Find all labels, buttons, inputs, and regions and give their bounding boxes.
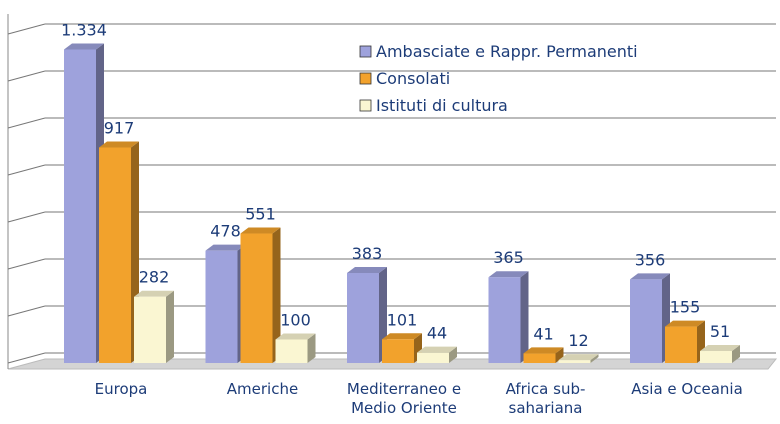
grid-line-side (7, 164, 46, 176)
value-label: 551 (245, 205, 276, 224)
grid-line-side (7, 211, 46, 223)
bar (134, 290, 174, 363)
value-label: 383 (352, 244, 383, 263)
grid-line-side (7, 352, 46, 364)
bar (630, 273, 670, 363)
bar-top (630, 273, 670, 280)
bar-front (523, 353, 556, 363)
bar (275, 333, 316, 363)
bar-side (520, 271, 529, 363)
bar-side (732, 345, 740, 363)
bar (64, 43, 104, 363)
value-label: 356 (635, 250, 666, 269)
legend-label: Consolati (376, 69, 450, 88)
grid-line (7, 23, 776, 35)
bar-side (590, 354, 599, 363)
bar-top (523, 347, 564, 354)
grid-line (7, 117, 776, 129)
bar-top (64, 43, 104, 50)
bar-front (665, 326, 697, 363)
bar-top (558, 354, 599, 361)
value-label: 365 (493, 248, 524, 267)
bar-front (488, 277, 521, 363)
value-label: 12 (568, 331, 588, 350)
value-label: 100 (280, 311, 311, 330)
bar-front (205, 250, 238, 363)
x-tick-label: Asia e Oceania (631, 380, 743, 398)
bar (99, 141, 139, 363)
grid-line-side (7, 117, 46, 129)
bar-side (272, 227, 281, 363)
bar-top (347, 266, 387, 273)
bar-side (449, 346, 457, 363)
legend-label: Ambasciate e Rappr. Permanenti (376, 42, 638, 61)
grid-line-side (7, 305, 46, 317)
bar (205, 244, 246, 363)
bar (417, 346, 457, 363)
bar-top (488, 271, 529, 278)
bar-top (700, 345, 740, 352)
bar (558, 354, 599, 363)
x-tick-label: Americhe (226, 380, 299, 398)
grid-line (7, 164, 776, 176)
bar-top (275, 333, 316, 340)
value-label: 101 (387, 310, 418, 329)
value-label: 155 (670, 298, 701, 317)
bar-top (240, 227, 281, 234)
bar (665, 320, 705, 363)
bar-top (417, 346, 457, 353)
bar-side (166, 290, 174, 363)
grid-line-side (7, 258, 46, 270)
bar-front (417, 352, 449, 363)
bar (488, 271, 529, 363)
value-label: 51 (710, 322, 730, 341)
bar-front (382, 339, 414, 363)
bar-front (558, 360, 591, 363)
value-label: 41 (533, 324, 553, 343)
bar (382, 333, 422, 363)
legend-swatch (359, 45, 372, 58)
bar-top (665, 320, 705, 327)
legend-swatch (359, 99, 372, 112)
bar-front (99, 147, 131, 363)
value-label: 282 (139, 268, 170, 287)
legend-swatch (359, 72, 372, 85)
bar-front (64, 49, 96, 363)
bar-front (347, 272, 379, 363)
bar-top (205, 244, 246, 251)
grid-line-side (7, 70, 46, 82)
bar-top (99, 141, 139, 148)
bar-front (275, 339, 308, 363)
bar (523, 347, 564, 363)
bar-front (134, 296, 166, 363)
bar (347, 266, 387, 363)
x-tick-label: Africa sub-sahariana (505, 380, 586, 417)
grid-line (7, 211, 776, 223)
value-label: 478 (210, 222, 241, 241)
legend-label: Istituti di cultura (376, 96, 508, 115)
bar-front (700, 351, 732, 363)
bar-side (555, 347, 564, 363)
value-label: 917 (104, 119, 135, 138)
value-label: 44 (427, 324, 447, 343)
bar-top (382, 333, 422, 340)
bar (240, 227, 281, 363)
bar-side (307, 333, 316, 363)
grid-line (7, 70, 776, 82)
bar (700, 345, 740, 363)
grid-line (7, 258, 776, 270)
bar-front (630, 279, 662, 363)
x-tick-label: Mediterraneo e Medio Oriente (346, 380, 462, 417)
bar-front (240, 233, 273, 363)
grid-line-side (7, 23, 46, 35)
value-label: 1.334 (61, 21, 107, 40)
x-tick-label: Europa (94, 380, 148, 398)
bar-top (134, 290, 174, 297)
